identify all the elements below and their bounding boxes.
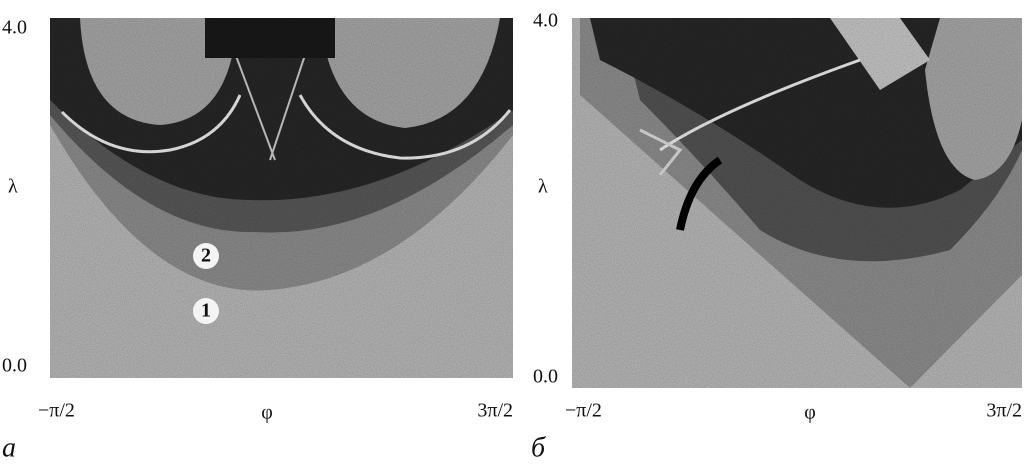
region-marker (193, 243, 219, 269)
x-right-label: 3π/2 (477, 400, 513, 422)
region-label: 2 (201, 245, 211, 267)
y-axis-label: λ (538, 176, 548, 198)
y-bottom-label: 0.0 (2, 355, 27, 377)
y-bottom-label: 0.0 (533, 366, 558, 388)
x-right-label: 3π/2 (986, 400, 1022, 422)
panel-a-image (50, 18, 513, 378)
panel-letter: а (2, 432, 16, 463)
region-marker (193, 298, 219, 324)
region-label: 1 (201, 300, 211, 322)
y-top-label: 4.0 (533, 10, 558, 32)
y-top-label: 4.0 (2, 17, 27, 39)
x-left-label: −π/2 (38, 400, 75, 422)
panel-b-image (572, 18, 1022, 388)
x-left-label: −π/2 (565, 400, 602, 422)
x-axis-label: φ (261, 402, 273, 424)
panel-letter: б (531, 432, 546, 463)
y-axis-label: λ (8, 176, 18, 198)
x-axis-label: φ (804, 402, 816, 424)
